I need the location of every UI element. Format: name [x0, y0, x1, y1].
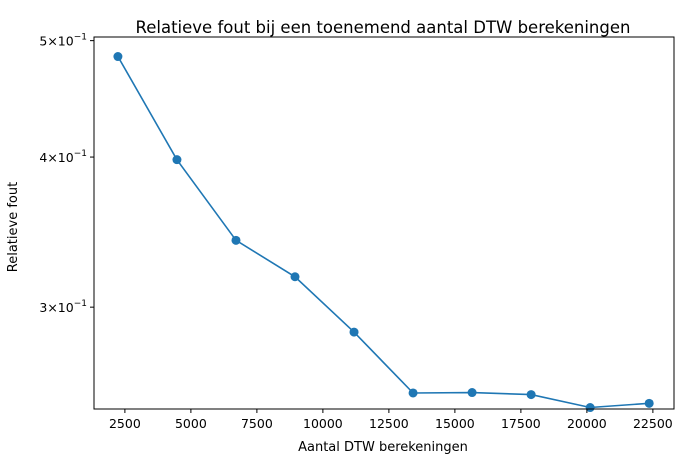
- data-point: [231, 235, 241, 245]
- chart-title: Relatieve fout bij een toenemend aantal …: [136, 18, 631, 37]
- x-tick-label: 5000: [175, 416, 207, 431]
- y-axis-label: Relatieve fout: [6, 182, 21, 272]
- data-point: [585, 403, 595, 413]
- x-axis-label: Aantal DTW berekeningen: [298, 440, 468, 455]
- x-tick-label: 12500: [369, 416, 409, 431]
- data-point: [526, 390, 536, 400]
- data-point: [408, 388, 418, 398]
- data-point: [113, 52, 123, 62]
- x-tick-label: 15000: [435, 416, 475, 431]
- x-tick-label: 7500: [241, 416, 273, 431]
- data-point: [467, 388, 477, 398]
- x-tick-label: 2500: [109, 416, 141, 431]
- x-axis: 2500 5000 7500 10000 12500 15000 17500 20000 225…: [109, 409, 673, 431]
- x-tick-label: 17500: [501, 416, 541, 431]
- x-tick-label: 10000: [303, 416, 343, 431]
- x-tick-label: 22500: [633, 416, 673, 431]
- y-axis: 5×10−1 4×10−1 3×10−1: [39, 33, 94, 315]
- y-tick-label: 5×10−1: [39, 33, 87, 49]
- y-tick-label: 4×10−1: [39, 149, 87, 165]
- series-line: [117, 56, 650, 409]
- data-point: [349, 327, 359, 337]
- y-tick-label: 3×10−1: [39, 299, 87, 315]
- data-point: [172, 155, 182, 165]
- plot-area: [113, 52, 654, 413]
- x-tick-label: 20000: [567, 416, 607, 431]
- data-point: [290, 272, 300, 282]
- data-point: [644, 398, 654, 408]
- axes-frame: [93, 36, 675, 410]
